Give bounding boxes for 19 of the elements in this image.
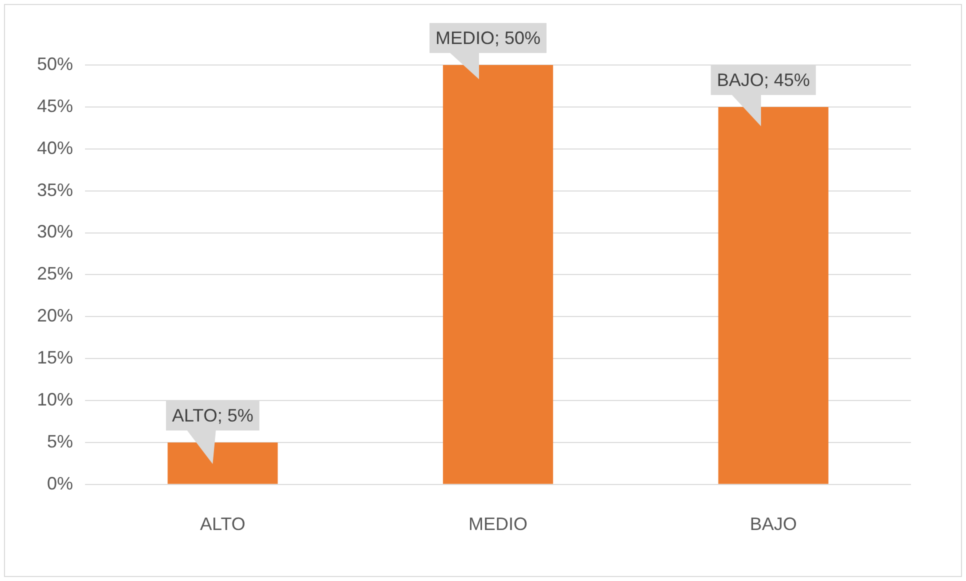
y-tick-label: 50% — [36, 54, 74, 74]
y-tick-label: 40% — [36, 138, 74, 158]
bar — [718, 106, 828, 484]
y-tick-label: 20% — [36, 306, 74, 326]
y-tick-label: 45% — [36, 96, 74, 116]
y-tick-label: 35% — [36, 180, 74, 200]
y-tick-label: 15% — [36, 348, 74, 368]
y-tick-label: 25% — [36, 264, 74, 284]
data-label: MEDIO; 50% — [436, 28, 541, 48]
y-tick-label: 5% — [47, 431, 74, 452]
x-tick-label: ALTO — [200, 514, 246, 534]
y-tick-label: 10% — [36, 389, 74, 410]
x-tick-label: MEDIO — [468, 514, 528, 534]
y-tick-label: 0% — [47, 473, 74, 494]
y-tick-label: 30% — [36, 222, 74, 242]
x-tick-label: BAJO — [750, 514, 797, 534]
data-label: BAJO; 45% — [716, 70, 810, 90]
bar — [442, 65, 554, 484]
data-label: ALTO; 5% — [172, 405, 254, 426]
